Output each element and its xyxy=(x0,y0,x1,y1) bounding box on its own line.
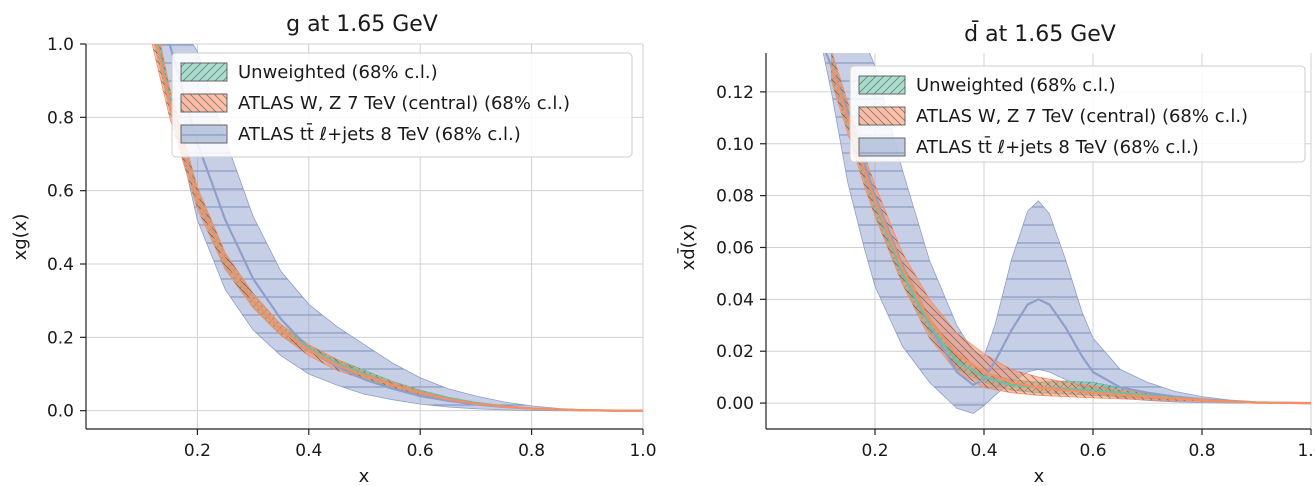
y-tick-label: 0.8 xyxy=(47,108,74,128)
chart-title: g at 1.65 GeV xyxy=(286,12,438,37)
legend-swatch-hatch xyxy=(181,125,227,143)
x-ticks: 0.2 0.4 0.6 0.8 1.0 xyxy=(861,429,1315,461)
y-tick-label: 0.08 xyxy=(716,187,754,207)
y-tick-label: 0.2 xyxy=(47,328,74,348)
y-ticks: 0.0 0.2 0.4 0.6 0.8 1.0 xyxy=(47,35,86,422)
legend-swatch-hatch xyxy=(181,94,227,112)
y-tick-label: 0.04 xyxy=(716,290,754,310)
y-tick-label: 0.00 xyxy=(716,394,754,414)
y-tick-label: 1.0 xyxy=(47,35,74,55)
y-tick-label: 0.02 xyxy=(716,342,754,362)
chart-title: d̄ at 1.65 GeV xyxy=(964,21,1116,47)
legend-label: ATLAS W, Z 7 TeV (central) (68% c.l.) xyxy=(238,93,570,114)
legend-label: ATLAS tt̄ ℓ+jets 8 TeV (68% c.l.) xyxy=(238,123,521,145)
x-tick-label: 0.2 xyxy=(184,441,211,461)
central-lines xyxy=(824,53,1311,405)
central-line-1 xyxy=(155,44,643,412)
legend-label: ATLAS W, Z 7 TeV (central) (68% c.l.) xyxy=(916,106,1248,127)
x-axis-label: x xyxy=(1034,466,1045,486)
central-line-1 xyxy=(830,65,1311,405)
central-lines xyxy=(155,44,643,412)
x-tick-label: 1.0 xyxy=(629,441,656,461)
legend: Unweighted (68% c.l.) ATLAS W, Z 7 TeV (c… xyxy=(171,52,633,158)
y-tick-label: 0.10 xyxy=(716,135,754,155)
legend-label: ATLAS tt̄ ℓ+jets 8 TeV (68% c.l.) xyxy=(916,136,1199,158)
x-tick-label: 0.6 xyxy=(407,441,434,461)
x-ticks: 0.2 0.4 0.6 0.8 1.0 xyxy=(184,429,657,461)
band-hatch-1 xyxy=(152,44,643,411)
y-tick-label: 0.12 xyxy=(716,83,754,103)
y-axis-label: xg(x) xyxy=(10,214,31,261)
x-tick-label: 0.4 xyxy=(970,441,997,461)
x-tick-label: 0.2 xyxy=(861,441,888,461)
x-tick-label: 1.0 xyxy=(1297,441,1315,461)
x-tick-label: 0.8 xyxy=(518,441,545,461)
y-tick-label: 0.0 xyxy=(47,402,74,422)
y-ticks: 0.00 0.02 0.04 0.06 0.08 0.10 0.12 xyxy=(716,83,766,414)
legend-swatch-hatch xyxy=(859,107,905,125)
chart-panel-gluon: g at 1.65 GeV 0.2 0.4 0.6 0.8 1.0 0.00.20.40… xyxy=(10,12,657,486)
chart-panel-dbar: d̄ at 1.65 GeV 0.20.40.60.81.0 0.000.020… xyxy=(677,21,1315,486)
y-tick-label: 0.6 xyxy=(47,182,74,202)
legend-box xyxy=(849,65,1306,163)
x-tick-label: 0.4 xyxy=(295,441,322,461)
legend: Unweighted (68% c.l.) ATLAS W, Z 7 TeV (c… xyxy=(849,65,1306,163)
x-axis-label: x xyxy=(359,466,370,486)
legend-box xyxy=(171,52,633,158)
legend-label: Unweighted (68% c.l.) xyxy=(238,62,438,83)
x-tick-label: 0.6 xyxy=(1079,441,1106,461)
y-axis-label: xd̄(x) xyxy=(677,224,699,271)
y-tick-label: 0.06 xyxy=(716,238,754,258)
x-tick-label: 0.8 xyxy=(1188,441,1215,461)
legend-label: Unweighted (68% c.l.) xyxy=(916,75,1116,96)
legend-swatch-hatch xyxy=(859,138,905,156)
y-tick-label: 0.4 xyxy=(47,255,74,275)
legend-swatch-hatch xyxy=(859,76,905,94)
legend-swatch-hatch xyxy=(181,63,227,81)
